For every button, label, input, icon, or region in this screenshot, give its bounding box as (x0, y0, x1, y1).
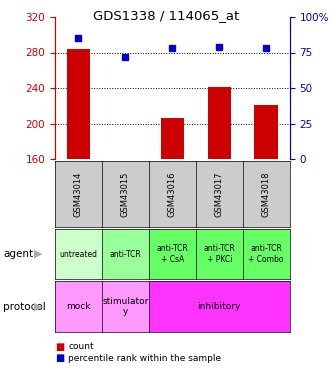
Text: ■: ■ (55, 342, 64, 352)
Text: anti-TCR: anti-TCR (110, 250, 141, 259)
Text: percentile rank within the sample: percentile rank within the sample (68, 354, 221, 363)
Text: anti-TCR
+ CsA: anti-TCR + CsA (157, 244, 188, 264)
Text: GDS1338 / 114065_at: GDS1338 / 114065_at (93, 9, 240, 22)
Text: GSM43017: GSM43017 (215, 171, 224, 217)
Text: GSM43016: GSM43016 (168, 171, 177, 217)
Text: GSM43014: GSM43014 (74, 171, 83, 217)
Text: anti-TCR
+ PKCi: anti-TCR + PKCi (203, 244, 235, 264)
Text: ■: ■ (55, 353, 64, 363)
Bar (161, 117, 184, 159)
Text: mock: mock (66, 302, 91, 311)
Text: stimulator
y: stimulator y (102, 297, 149, 316)
Text: protocol: protocol (3, 302, 46, 312)
Text: inhibitory: inhibitory (197, 302, 241, 311)
Text: anti-TCR
+ Combo: anti-TCR + Combo (248, 244, 284, 264)
Bar (67, 49, 90, 159)
Text: untreated: untreated (59, 250, 98, 259)
Text: GSM43015: GSM43015 (121, 171, 130, 217)
Bar (207, 87, 231, 159)
Text: ▶: ▶ (34, 249, 43, 259)
Text: agent: agent (3, 249, 33, 259)
Text: count: count (68, 342, 94, 351)
Bar (254, 105, 278, 159)
Text: ▶: ▶ (34, 302, 43, 312)
Text: GSM43018: GSM43018 (262, 171, 271, 217)
